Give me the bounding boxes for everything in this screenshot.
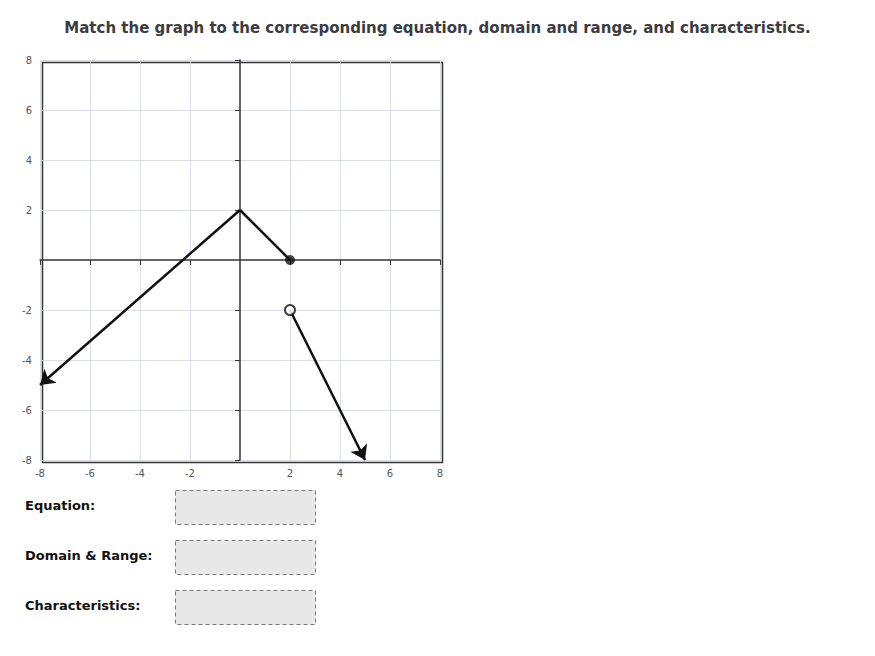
svg-text:-6: -6 xyxy=(22,405,32,416)
svg-text:Characteristics:: Characteristics: xyxy=(25,598,140,613)
svg-text:-8: -8 xyxy=(35,468,45,479)
svg-text:-6: -6 xyxy=(85,468,95,479)
svg-text:2: 2 xyxy=(287,468,293,479)
svg-text:8: 8 xyxy=(437,468,443,479)
svg-text:-4: -4 xyxy=(22,355,32,366)
svg-text:6: 6 xyxy=(26,105,32,116)
svg-text:4: 4 xyxy=(337,468,343,479)
svg-text:-2: -2 xyxy=(185,468,195,479)
svg-text:6: 6 xyxy=(387,468,393,479)
svg-text:Domain & Range:: Domain & Range: xyxy=(25,548,153,563)
svg-text:-8: -8 xyxy=(22,455,32,466)
svg-text:-4: -4 xyxy=(135,468,145,479)
svg-text:8: 8 xyxy=(26,55,32,66)
svg-text:Equation:: Equation: xyxy=(25,498,95,513)
svg-text:-2: -2 xyxy=(22,305,32,316)
svg-text:Match the graph to the corresp: Match the graph to the corresponding equ… xyxy=(64,19,810,37)
svg-text:4: 4 xyxy=(26,155,32,166)
svg-text:2: 2 xyxy=(26,205,32,216)
